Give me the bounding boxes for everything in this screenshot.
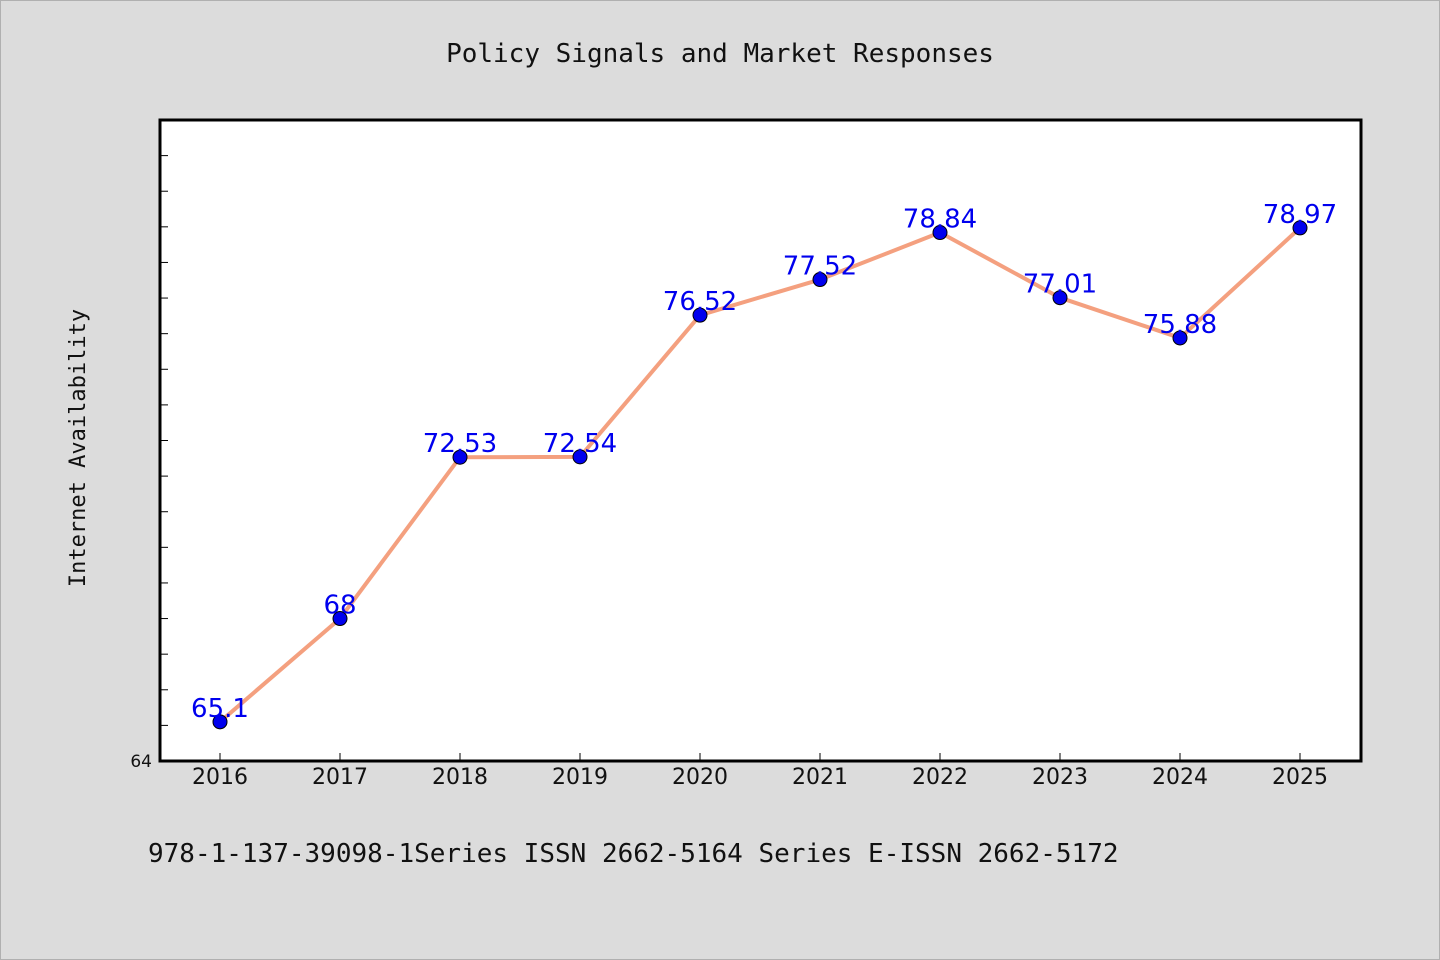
x-tick-label: 2019 <box>552 765 608 790</box>
data-label: 77.01 <box>1023 270 1097 300</box>
data-point <box>452 449 468 465</box>
x-tick-label: 2020 <box>672 765 728 790</box>
data-label: 72.54 <box>543 429 617 459</box>
data-label: 77.52 <box>783 252 857 282</box>
data-label: 78.97 <box>1263 200 1337 230</box>
series-line <box>218 226 1302 724</box>
chart-title: Policy Signals and Market Responses <box>446 39 994 69</box>
data-labels: 65.1 68 72.53 72.54 76.52 77.52 78.84 77.01 75.8… <box>191 200 1337 724</box>
x-tick-label: 2016 <box>192 765 248 790</box>
footer-isbn-text: 978-1-137-39098-1Series ISSN 2662-5164 S… <box>148 839 1119 869</box>
data-point <box>572 449 588 465</box>
y-axis-ticks <box>160 155 168 726</box>
data-label: 68 <box>323 591 356 621</box>
x-tick-label: 2023 <box>1032 765 1088 790</box>
x-tick-label: 2021 <box>792 765 848 790</box>
data-label: 75.88 <box>1143 310 1217 340</box>
data-point <box>812 272 828 288</box>
data-label: 72.53 <box>423 429 497 459</box>
x-tick-label: 2025 <box>1272 765 1328 790</box>
plot-area <box>158 118 1363 763</box>
data-point <box>1172 330 1188 346</box>
data-point <box>212 714 228 730</box>
data-point <box>332 611 348 627</box>
data-point <box>692 307 708 323</box>
data-label: 76.52 <box>663 287 737 317</box>
y-tick-label-min: 64 <box>130 752 152 772</box>
x-tick-label: 2018 <box>432 765 488 790</box>
data-point <box>1292 220 1308 236</box>
x-tick-label: 2017 <box>312 765 368 790</box>
data-label: 78.84 <box>903 205 977 235</box>
x-tick-label: 2024 <box>1152 765 1208 790</box>
y-axis-label: Internet Availability <box>66 309 91 587</box>
data-markers <box>212 220 1308 730</box>
data-label: 65.1 <box>191 694 249 724</box>
data-point <box>932 225 948 241</box>
x-tick-label: 2022 <box>912 765 968 790</box>
x-axis-ticks: 2016 2017 2018 2019 2020 2021 2022 2023 2024 2025 <box>192 753 1328 790</box>
data-point <box>1052 290 1068 306</box>
